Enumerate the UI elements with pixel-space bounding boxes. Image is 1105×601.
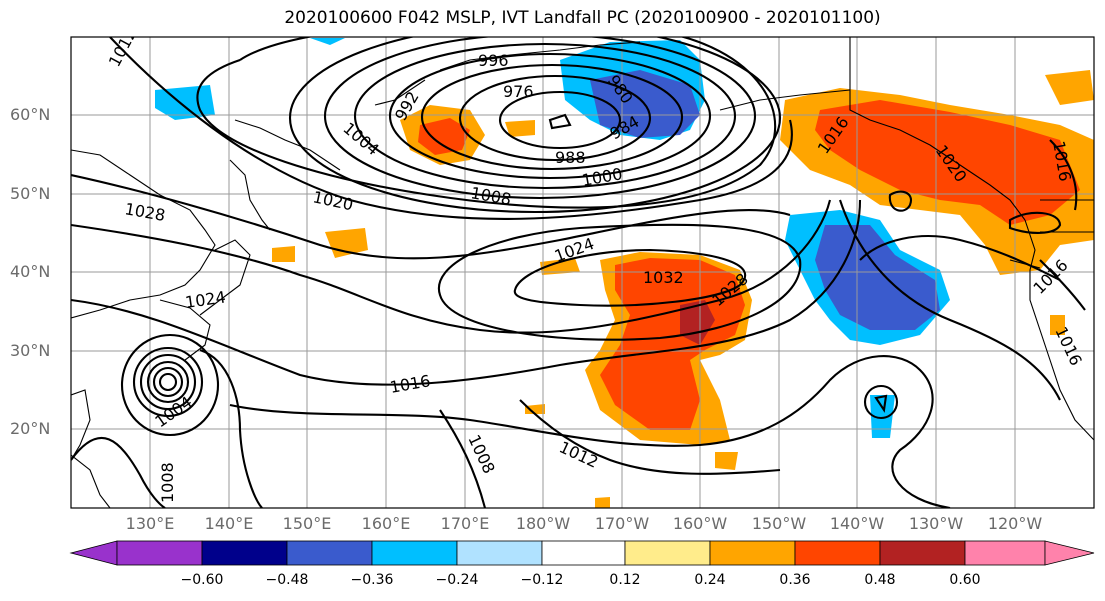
contour-label: 1024 xyxy=(184,287,227,311)
colorbar-tick: −0.24 xyxy=(435,572,479,588)
contour-label: 1016 xyxy=(1051,324,1085,369)
colorbar-tick: 0.60 xyxy=(949,572,981,588)
colorbar-segment xyxy=(541,540,626,566)
colorbar-extend-max xyxy=(1044,540,1095,566)
contour-label: 996 xyxy=(478,51,509,70)
colorbar-tick: 0.36 xyxy=(779,572,811,588)
contour-label: 988 xyxy=(555,148,586,167)
colorbar-tick: 0.48 xyxy=(864,572,896,588)
plot-frame xyxy=(70,36,1095,509)
contour-label: 976 xyxy=(503,82,534,101)
coastlines xyxy=(71,37,1094,508)
contour-label: 1020 xyxy=(311,187,355,214)
colorbar-tick: −0.12 xyxy=(520,572,564,588)
lat-label-40n: 40°N xyxy=(10,262,51,281)
lon-label: 160°W xyxy=(672,514,728,533)
lon-label: 130°W xyxy=(908,514,964,533)
lon-label: 150°E xyxy=(282,514,332,533)
lon-label: 180°W xyxy=(515,514,571,533)
colorbar-tick: −0.48 xyxy=(265,572,309,588)
lon-label: 130°E xyxy=(125,514,175,533)
contour-label: 1012 xyxy=(556,437,601,471)
colorbar-tick: 0.12 xyxy=(609,572,641,588)
colorbar-segment xyxy=(116,540,203,566)
lon-label: 170°W xyxy=(594,514,650,533)
colorbar-segment xyxy=(794,540,881,566)
contour-label: 1032 xyxy=(643,268,684,287)
colorbar-tick: 0.24 xyxy=(694,572,726,588)
lat-label-30n: 30°N xyxy=(10,341,51,360)
contour-label: 1008 xyxy=(464,432,498,477)
contour-label: 1016 xyxy=(388,371,431,397)
map-title: 2020100600 F042 MSLP, IVT Landfall PC (2… xyxy=(284,8,881,28)
colorbar-segment xyxy=(964,540,1046,566)
colorbar-segment xyxy=(286,540,373,566)
lon-label: 140°W xyxy=(829,514,885,533)
lat-label-50n: 50°N xyxy=(10,184,51,203)
lon-label: 170°E xyxy=(440,514,490,533)
lon-label: 140°E xyxy=(204,514,254,533)
lat-label-20n: 20°N xyxy=(10,419,51,438)
colorbar xyxy=(69,540,1095,566)
colorbar-segment xyxy=(456,540,543,566)
lon-label: 150°W xyxy=(751,514,807,533)
contour-label: 1004 xyxy=(339,119,382,160)
lat-label-60n: 60°N xyxy=(10,105,51,124)
colorbar-segment xyxy=(371,540,458,566)
colorbar-segment xyxy=(201,540,288,566)
colorbar-extend-min xyxy=(69,540,118,566)
ivt-positive-shading xyxy=(272,70,1094,508)
colorbar-segment xyxy=(879,540,966,566)
lon-label: 160°E xyxy=(361,514,411,533)
lon-label: 120°W xyxy=(987,514,1043,533)
colorbar-tick: −0.60 xyxy=(180,572,224,588)
mslp-contours xyxy=(71,37,1086,508)
colorbar-segment xyxy=(624,540,711,566)
contour-label: 1008 xyxy=(158,462,177,503)
graticule xyxy=(71,37,1094,508)
colorbar-tick: −0.36 xyxy=(350,572,394,588)
contour-label: 1028 xyxy=(123,199,166,225)
colorbar-segment xyxy=(709,540,796,566)
